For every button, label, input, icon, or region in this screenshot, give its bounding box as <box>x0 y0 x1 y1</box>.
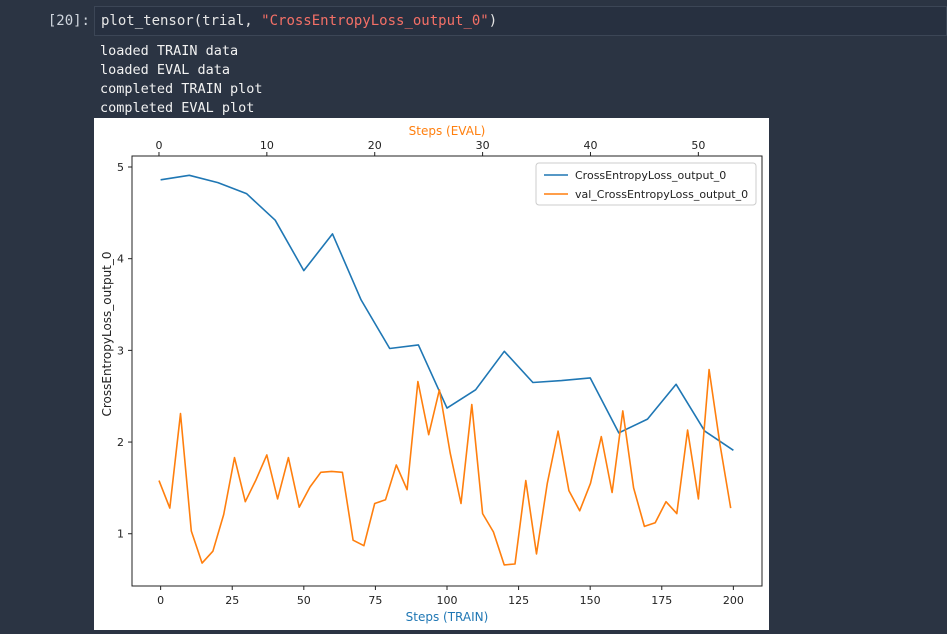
series-line-eval <box>158 368 732 566</box>
top-tick-label: 50 <box>691 139 705 152</box>
output-line: completed EVAL plot <box>100 100 255 116</box>
cell-prompt: [20]: <box>47 13 90 29</box>
code-closing-paren: ) <box>488 13 498 29</box>
bottom-tick-label: 150 <box>580 594 601 607</box>
top-tick-label: 20 <box>368 139 382 152</box>
y-tick-label: 3 <box>117 344 124 357</box>
legend-label: CrossEntropyLoss_output_0 <box>575 169 726 182</box>
legend-box <box>535 162 757 206</box>
cell-output-text: loaded TRAIN data loaded EVAL data complet… <box>100 42 263 118</box>
y-tick-label: 1 <box>117 528 124 541</box>
bottom-tick-label: 125 <box>508 594 529 607</box>
output-line: loaded TRAIN data <box>100 43 239 59</box>
code-input-cell[interactable]: plot_tensor(trial, "CrossEntropyLoss_out… <box>94 6 947 36</box>
plot-frame <box>131 155 763 587</box>
bottom-tick-label: 0 <box>157 594 164 607</box>
series-line-train <box>160 174 734 451</box>
y-axis-label: CrossEntropyLoss_output_0 <box>100 251 114 416</box>
top-tick-label: 30 <box>476 139 490 152</box>
top-tick-label: 40 <box>583 139 597 152</box>
bottom-tick-label: 50 <box>297 594 311 607</box>
bottom-tick-label: 175 <box>651 594 672 607</box>
output-line: loaded EVAL data <box>100 62 231 78</box>
loss-chart: Steps (EVAL) Steps (TRAIN) CrossEntropyL… <box>100 124 763 624</box>
plot-output: Steps (EVAL) Steps (TRAIN) CrossEntropyL… <box>94 118 769 630</box>
y-tick-label: 4 <box>117 253 124 266</box>
bottom-tick-label: 100 <box>437 594 458 607</box>
bottom-tick-label: 200 <box>723 594 744 607</box>
bottom-tick-label: 75 <box>368 594 382 607</box>
top-tick-label: 0 <box>155 139 162 152</box>
code-call: plot_tensor(trial, <box>101 13 262 29</box>
code-line[interactable]: plot_tensor(trial, "CrossEntropyLoss_out… <box>101 11 497 31</box>
bottom-tick-label: 25 <box>225 594 239 607</box>
output-line: completed TRAIN plot <box>100 81 263 97</box>
legend-label: val_CrossEntropyLoss_output_0 <box>575 188 748 201</box>
top-tick-label: 10 <box>260 139 274 152</box>
y-tick-label: 2 <box>117 436 124 449</box>
code-string-literal: "CrossEntropyLoss_output_0" <box>261 13 489 29</box>
y-tick-label: 5 <box>117 161 124 174</box>
top-axis-label: Steps (EVAL) <box>409 124 486 138</box>
bottom-axis-label: Steps (TRAIN) <box>406 610 489 624</box>
